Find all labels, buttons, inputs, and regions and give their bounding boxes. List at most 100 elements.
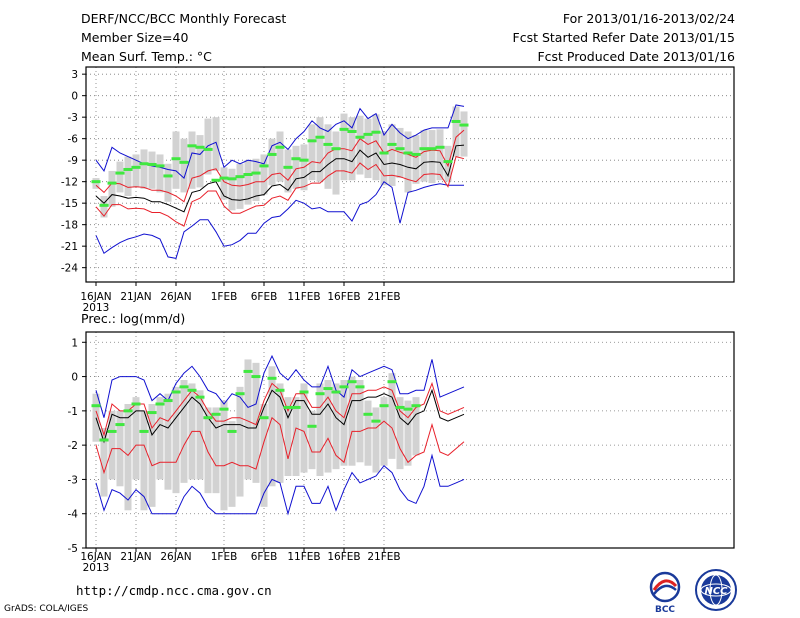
ensemble-box [284, 149, 292, 193]
ensemble-box [380, 131, 388, 186]
median-marker [99, 203, 109, 207]
x-tick-label: 16JAN [80, 551, 111, 563]
max-line [95, 354, 465, 418]
median-marker [259, 164, 269, 168]
median-marker [243, 173, 253, 176]
median-marker [139, 162, 149, 166]
bcc-logo-icon: BCC [649, 571, 681, 614]
median-marker [115, 423, 125, 427]
ensemble-box [220, 400, 228, 511]
ensemble-box [100, 428, 108, 497]
y-tick-label: -21 [61, 241, 78, 253]
median-marker [323, 387, 333, 391]
ensemble-box [292, 397, 300, 476]
ensemble-box [396, 127, 404, 179]
ensemble-box [220, 167, 228, 200]
y-tick-label: 3 [71, 69, 78, 81]
member-size-label: Member Size=40 [81, 30, 189, 45]
refer-date: Fcst Started Refer Date 2013/01/15 [512, 30, 736, 45]
median-marker [179, 160, 189, 164]
ensemble-box [332, 383, 340, 470]
x-tick-label: 16FEB [327, 551, 360, 563]
source-url[interactable]: http://cmdp.ncc.cma.gov.cn [76, 583, 272, 598]
ensemble-box [460, 111, 468, 157]
x-tick-label: 16JAN [80, 291, 111, 303]
ensemble-box [116, 161, 124, 193]
x-tick-label: 26JAN [160, 291, 191, 303]
ensemble-box [364, 118, 372, 179]
x-tick-label: 6FEB [251, 291, 278, 303]
ensemble-box [132, 397, 140, 480]
min-line [95, 180, 464, 259]
ensemble-box [404, 400, 412, 466]
median-marker [395, 405, 405, 409]
ensemble-box [412, 135, 420, 184]
median-marker [179, 385, 189, 389]
min-line [95, 453, 465, 516]
ensemble-box [156, 154, 164, 193]
ensemble-box [364, 400, 372, 466]
median-marker [403, 151, 413, 155]
x-tick-label: 6FEB [251, 551, 278, 563]
minus-sigma-line [95, 416, 465, 475]
median-marker [347, 380, 357, 384]
ensemble-box [324, 124, 332, 189]
ensemble-box [396, 397, 404, 470]
x-tick-label: 11FEB [287, 291, 320, 303]
ensemble-box [340, 113, 348, 181]
ensemble-box [148, 151, 156, 189]
median-marker [267, 152, 277, 156]
ensemble-box [180, 380, 188, 483]
ensemble-box [428, 130, 436, 184]
median-marker [339, 127, 349, 131]
ensemble-box [412, 397, 420, 456]
median-marker [371, 419, 381, 423]
median-marker [291, 405, 301, 409]
median-marker [171, 390, 181, 394]
ensemble-box [332, 131, 340, 195]
median-marker [259, 416, 269, 420]
forecast-period: For 2013/01/16-2013/02/24 [562, 11, 735, 26]
variable-label: Mean Surf. Temp.: °C [81, 49, 212, 64]
ensemble-mean-line [95, 388, 465, 444]
median-marker [283, 165, 293, 169]
median-marker [91, 180, 101, 184]
ensemble-box [156, 397, 164, 480]
ensemble-box [404, 131, 412, 193]
median-marker [107, 429, 117, 433]
ensemble-box [268, 138, 276, 186]
ensemble-box [140, 410, 148, 511]
y-tick-label: -9 [68, 155, 78, 167]
ensemble-box [340, 380, 348, 466]
ensemble-box [124, 404, 132, 511]
ensemble-box [388, 124, 396, 186]
y-tick-label: -1 [68, 406, 78, 418]
ncc-logo-text: NCC [704, 586, 728, 597]
median-marker [355, 135, 365, 139]
median-marker [251, 375, 261, 379]
ensemble-mean-line [95, 144, 465, 213]
ensemble-box [300, 383, 308, 473]
median-marker [107, 181, 117, 185]
median-marker [283, 405, 293, 409]
ensemble-box [348, 376, 356, 466]
ensemble-box [308, 410, 316, 470]
median-marker [387, 142, 397, 146]
median-marker [411, 404, 421, 408]
ensemble-box [252, 158, 260, 202]
median-marker [299, 390, 309, 394]
ensemble-box [276, 131, 284, 182]
bcc-logo-text: BCC [655, 605, 675, 614]
median-marker [235, 392, 245, 396]
ensemble-box [268, 366, 276, 487]
ensemble-box [348, 117, 356, 181]
median-marker [195, 395, 205, 399]
plus-sigma-line [95, 129, 465, 203]
precip-panel-label: Prec.: log(mm/d) [81, 311, 186, 326]
median-marker [339, 385, 349, 389]
ensemble-box [316, 383, 324, 476]
ensemble-box [148, 404, 156, 507]
y-tick-label: -5 [68, 543, 78, 555]
ensemble-box [356, 380, 364, 463]
